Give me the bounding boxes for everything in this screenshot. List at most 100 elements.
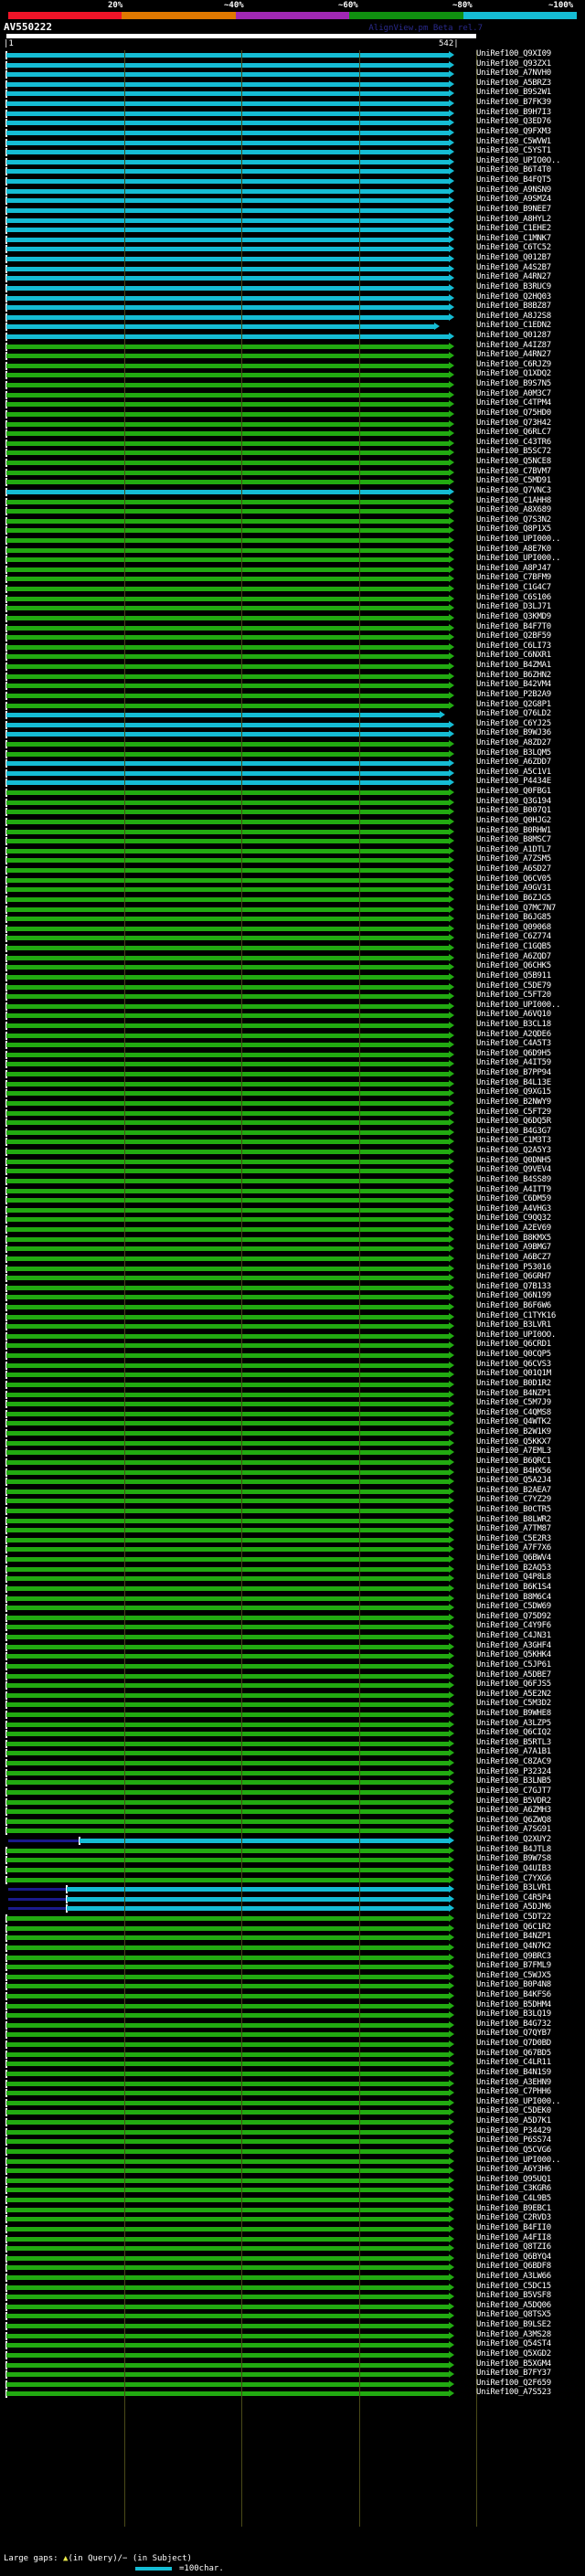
alignment-row[interactable]: [0, 652, 585, 662]
alignment-row[interactable]: [0, 1671, 585, 1681]
alignment-row[interactable]: [0, 2176, 585, 2186]
hit-accession-label[interactable]: UniRef100_C5WVW1: [476, 137, 551, 146]
hit-accession-label[interactable]: UniRef100_C1GQB5: [476, 942, 551, 951]
hit-accession-label[interactable]: UniRef100_B8M6C4: [476, 1593, 551, 1602]
hit-accession-label[interactable]: UniRef100_B4SS89: [476, 1175, 551, 1184]
hit-accession-label[interactable]: UniRef100_C7GJT7: [476, 1786, 551, 1796]
alignment-row[interactable]: [0, 1418, 585, 1428]
hsp-bar[interactable]: [6, 985, 449, 990]
hit-accession-label[interactable]: UniRef100_C7PHH6: [476, 2087, 551, 2096]
hit-accession-label[interactable]: UniRef100_B3LQM5: [476, 748, 551, 758]
hsp-bar[interactable]: [6, 1334, 449, 1339]
hit-accession-label[interactable]: UniRef100_B9W7S8: [476, 1854, 551, 1863]
alignment-row[interactable]: [0, 380, 585, 390]
hsp-bar[interactable]: [6, 2217, 449, 2221]
alignment-row[interactable]: [0, 2195, 585, 2205]
hit-accession-label[interactable]: UniRef100_C9QQ32: [476, 1214, 551, 1223]
hsp-bar[interactable]: [6, 1557, 449, 1562]
alignment-row[interactable]: [0, 2136, 585, 2147]
alignment-row[interactable]: [0, 342, 585, 352]
alignment-row[interactable]: [0, 1098, 585, 1108]
hit-accession-label[interactable]: UniRef100_B4N1S9: [476, 2068, 551, 2077]
hit-accession-label[interactable]: UniRef100_Q5CVG6: [476, 2146, 551, 2155]
alignment-row[interactable]: [0, 1535, 585, 1545]
hsp-bar[interactable]: [6, 752, 449, 757]
alignment-row[interactable]: [0, 1390, 585, 1400]
hit-accession-label[interactable]: UniRef100_B6K1S4: [476, 1583, 551, 1592]
alignment-row[interactable]: [0, 147, 585, 157]
hit-accession-label[interactable]: UniRef100_A8ZD27: [476, 738, 551, 747]
hsp-bar[interactable]: [6, 1693, 449, 1698]
hit-accession-label[interactable]: UniRef100_C1EDN2: [476, 321, 551, 330]
hsp-bar[interactable]: [6, 1053, 449, 1057]
alignment-row[interactable]: [0, 283, 585, 293]
hit-accession-label[interactable]: UniRef100_Q6DQ5R: [476, 1117, 551, 1126]
hit-accession-label[interactable]: UniRef100_Q8TSX5: [476, 2310, 551, 2319]
hit-accession-label[interactable]: UniRef100_Q5NCE8: [476, 457, 551, 466]
alignment-row[interactable]: [0, 1846, 585, 1856]
hsp-bar[interactable]: [6, 286, 449, 291]
hit-accession-label[interactable]: UniRef100_A2EV69: [476, 1224, 551, 1233]
hsp-bar[interactable]: [6, 626, 449, 631]
hit-accession-label[interactable]: UniRef100_C5M3D2: [476, 1699, 551, 1708]
hit-accession-label[interactable]: UniRef100_Q7VNC3: [476, 486, 551, 495]
alignment-row[interactable]: [0, 1710, 585, 1720]
alignment-row[interactable]: [0, 1729, 585, 1739]
hsp-bar[interactable]: [6, 169, 449, 174]
alignment-row[interactable]: [0, 390, 585, 400]
hsp-bar[interactable]: [6, 324, 435, 329]
alignment-row[interactable]: [0, 2360, 585, 2370]
hit-accession-label[interactable]: UniRef100_C6NXR1: [476, 651, 551, 660]
hsp-bar[interactable]: [6, 2013, 449, 2018]
hit-accession-label[interactable]: UniRef100_UPI000..: [476, 535, 561, 544]
hsp-bar[interactable]: [6, 1674, 449, 1679]
hsp-bar[interactable]: [6, 91, 449, 96]
hsp-bar[interactable]: [6, 1935, 449, 1940]
alignment-row[interactable]: [0, 399, 585, 409]
alignment-row[interactable]: [0, 1972, 585, 1982]
alignment-row[interactable]: [0, 80, 585, 90]
hsp-bar[interactable]: [6, 1965, 449, 1969]
hsp-bar[interactable]: [6, 1160, 449, 1164]
hsp-bar[interactable]: [6, 2314, 449, 2318]
hit-accession-label[interactable]: UniRef100_B9WJ36: [476, 728, 551, 737]
hsp-bar[interactable]: [6, 1421, 449, 1426]
alignment-row[interactable]: [0, 254, 585, 264]
hit-accession-label[interactable]: UniRef100_C5DT22: [476, 1913, 551, 1922]
hit-accession-label[interactable]: UniRef100_B7PP94: [476, 1068, 551, 1077]
hit-accession-label[interactable]: UniRef100_B3LVR1: [476, 1320, 551, 1330]
alignment-row[interactable]: [0, 1691, 585, 1701]
hit-accession-label[interactable]: UniRef100_UPI000..: [476, 2156, 561, 2165]
alignment-row[interactable]: [0, 991, 585, 1002]
alignment-row[interactable]: [0, 1564, 585, 1574]
alignment-row[interactable]: [0, 749, 585, 759]
hit-accession-label[interactable]: UniRef100_Q4WTK2: [476, 1417, 551, 1426]
hsp-bar[interactable]: [6, 2082, 449, 2086]
hit-accession-label[interactable]: UniRef100_C4LR11: [476, 2058, 551, 2067]
alignment-row[interactable]: [0, 1235, 585, 1245]
hsp-bar[interactable]: [6, 1849, 449, 1853]
hsp-bar[interactable]: [6, 1004, 449, 1009]
hsp-bar[interactable]: [6, 2334, 449, 2338]
hit-accession-label[interactable]: UniRef100_A5DJM6: [476, 1903, 551, 1912]
hit-accession-label[interactable]: UniRef100_Q6BWV4: [476, 1553, 551, 1563]
hsp-bar[interactable]: [6, 2139, 449, 2144]
hsp-bar[interactable]: [6, 2237, 449, 2242]
alignment-row[interactable]: [0, 506, 585, 516]
hit-accession-label[interactable]: UniRef100_A6SD27: [476, 864, 551, 874]
hsp-bar[interactable]: [6, 917, 449, 921]
hit-accession-label[interactable]: UniRef100_A4VHG3: [476, 1204, 551, 1214]
hsp-bar[interactable]: [6, 1169, 449, 1173]
hit-accession-label[interactable]: UniRef100_UPI000..: [476, 554, 561, 563]
hsp-bar[interactable]: [6, 1412, 449, 1416]
hsp-bar[interactable]: [6, 1683, 449, 1688]
hsp-bar[interactable]: [6, 2072, 449, 2076]
hit-accession-label[interactable]: UniRef100_B0P4N8: [476, 1980, 551, 1989]
hit-accession-label[interactable]: UniRef100_A9NSN9: [476, 186, 551, 195]
hsp-bar[interactable]: [6, 131, 449, 135]
alignment-row[interactable]: [0, 1224, 585, 1235]
hit-accession-label[interactable]: UniRef100_A6Y3H6: [476, 2165, 551, 2174]
hit-accession-label[interactable]: UniRef100_Q2BF59: [476, 631, 551, 641]
hit-accession-label[interactable]: UniRef100_B6ZJG5: [476, 894, 551, 903]
hsp-bar[interactable]: [6, 1450, 449, 1455]
